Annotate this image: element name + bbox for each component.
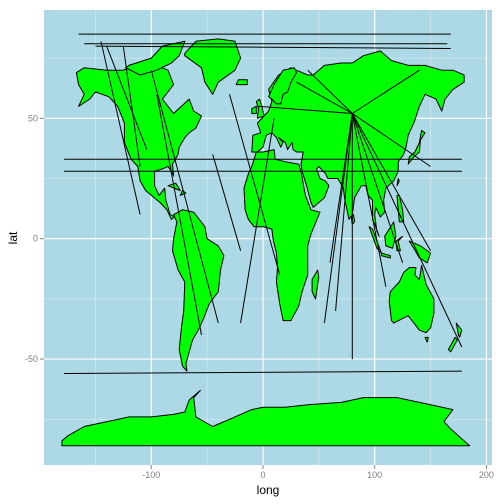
- y-axis-ticks: -50 0 50: [25, 113, 44, 364]
- artifact-line: [352, 113, 431, 167]
- artifact-line: [351, 113, 432, 251]
- artifact-line: [323, 113, 353, 324]
- artifact-line: [106, 45, 148, 150]
- land-australia: [388, 264, 435, 334]
- y-axis-label: lat: [6, 231, 20, 244]
- land-sri-lanka: [350, 214, 356, 225]
- artifact-line: [95, 45, 451, 49]
- land-java: [380, 252, 391, 259]
- artifact-line: [307, 69, 353, 114]
- land-great-britain: [255, 98, 265, 119]
- artifact-line: [212, 154, 242, 251]
- y-tick-label: -50: [25, 354, 38, 364]
- land-arctic-islands: [125, 40, 186, 76]
- artifact-line: [64, 370, 462, 374]
- x-axis-ticks: -100 0 100 200: [142, 465, 494, 480]
- artifact-line: [351, 113, 387, 287]
- artifact-line: [351, 113, 404, 263]
- land-greenland: [184, 38, 242, 95]
- x-tick-label: 0: [260, 470, 265, 480]
- artifact-line: [351, 113, 463, 348]
- x-tick-label: -100: [142, 470, 160, 480]
- land-hispaniola: [179, 190, 187, 196]
- land-ireland: [251, 105, 257, 114]
- artifact-line: [156, 94, 202, 336]
- artifact-line: [257, 105, 353, 114]
- artifact-lines: [64, 33, 463, 374]
- land-africa: [243, 149, 321, 322]
- artifact-line: [296, 81, 353, 114]
- land-new-zealand-south: [447, 336, 458, 353]
- y-tick-label: 0: [33, 234, 38, 244]
- x-tick-label: 100: [367, 470, 382, 480]
- artifact-line: [100, 41, 141, 215]
- artifact-line: [240, 118, 275, 324]
- land-madagascar: [311, 269, 320, 300]
- land-tasmania: [424, 336, 429, 343]
- artifact-line: [229, 94, 281, 275]
- land-iceland: [235, 79, 248, 86]
- land-new-zealand-north: [455, 322, 463, 338]
- x-tick-label: 200: [479, 470, 494, 480]
- artifact-line: [352, 69, 420, 114]
- artifact-line: [122, 46, 141, 167]
- y-tick-label: 50: [28, 113, 38, 123]
- land-antarctica: [61, 389, 471, 447]
- land-scandinavia: [268, 67, 297, 105]
- land-borneo: [384, 221, 397, 249]
- x-axis-label: long: [257, 483, 280, 497]
- artifact-line: [150, 70, 219, 324]
- artifact-line: [335, 113, 353, 311]
- land-taiwan: [396, 178, 400, 187]
